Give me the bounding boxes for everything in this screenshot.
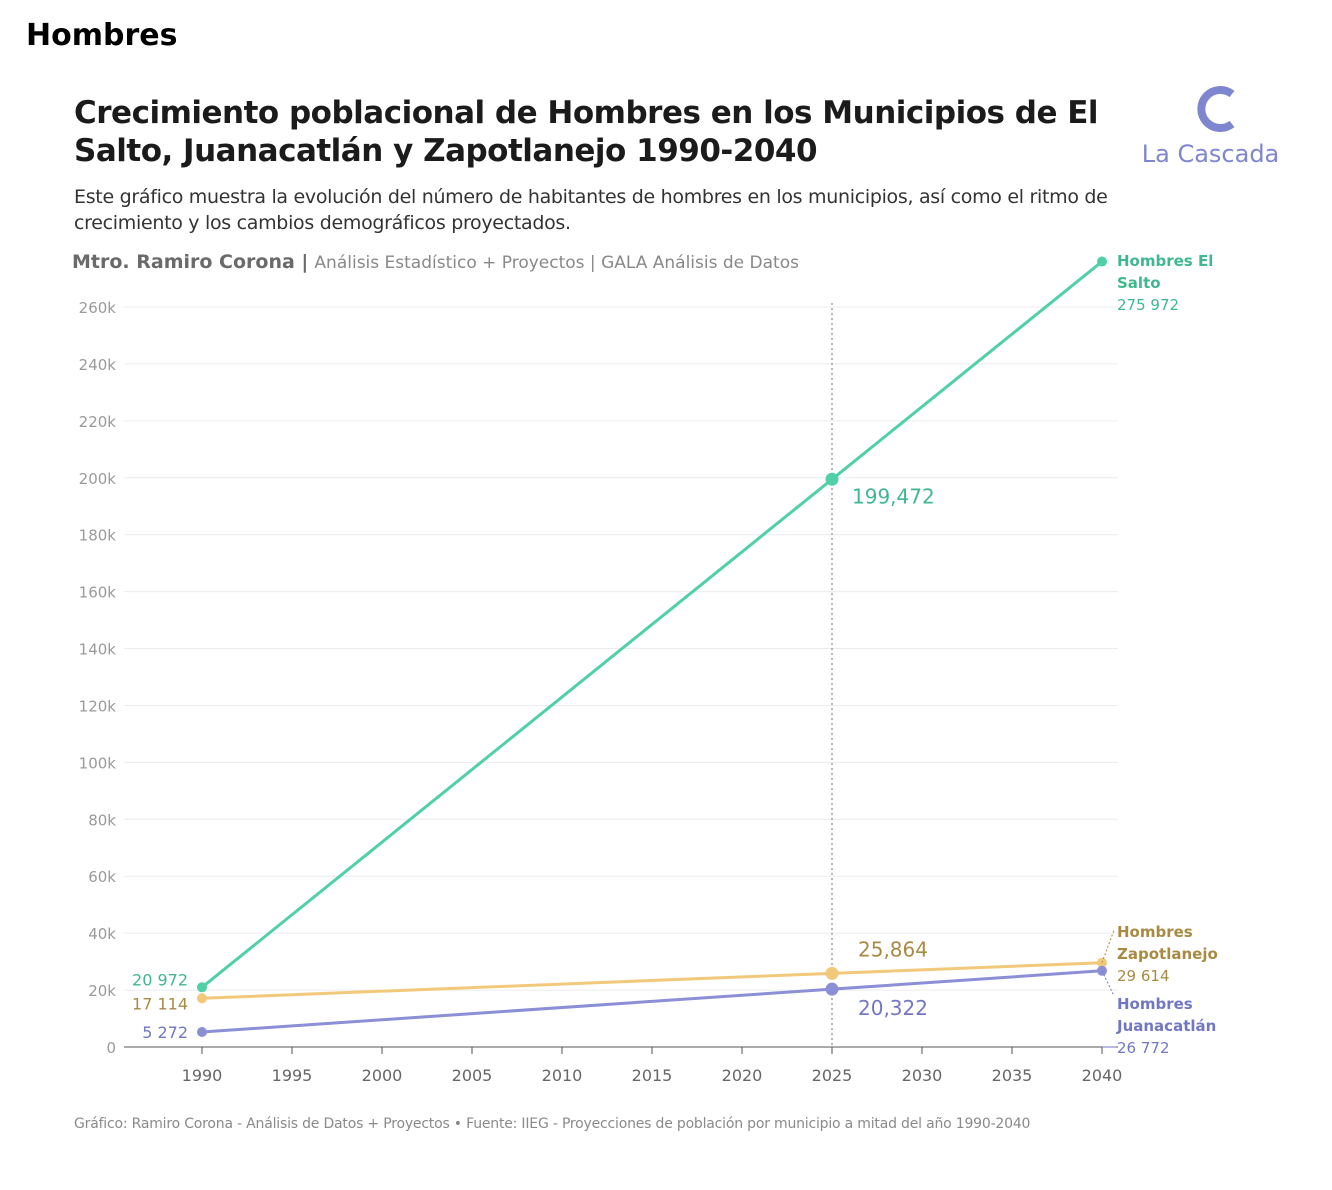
y-tick-label: 40k (88, 925, 116, 943)
y-tick-label: 180k (79, 527, 117, 545)
logo-text: La Cascada (1141, 140, 1280, 168)
data-point (825, 472, 839, 486)
chart-footer: Gráfico: Ramiro Corona - Análisis de Dat… (74, 1116, 1031, 1132)
data-point (197, 993, 207, 1004)
x-tick-label: 1990 (182, 1066, 223, 1085)
data-label: 29 614 (1117, 967, 1170, 985)
data-label: 20 972 (132, 970, 188, 989)
data-label: 20,322 (858, 996, 928, 1020)
byline: Mtro. Ramiro Corona | Análisis Estadísti… (72, 251, 799, 273)
y-tick-label: 0 (106, 1039, 116, 1057)
series-name-label: Zapotlanejo (1117, 945, 1218, 963)
la-cascada-logo-icon (1197, 86, 1235, 132)
data-label: 25,864 (858, 937, 928, 961)
x-tick-label: 2025 (812, 1066, 853, 1085)
chart-subtitle: Este gráfico muestra la evolución del nú… (74, 186, 1108, 234)
page-heading: Hombres (26, 18, 178, 53)
data-point (197, 982, 207, 993)
byline-rest: Análisis Estadístico + Proyectos | GALA … (314, 253, 799, 273)
data-label: 17 114 (132, 994, 188, 1013)
series-name-label: Salto (1117, 274, 1161, 292)
y-tick-label: 160k (79, 584, 117, 602)
series-name-label: Juanacatlán (1116, 1017, 1216, 1035)
series-line (201, 260, 1103, 989)
y-tick-label: 200k (79, 470, 117, 488)
y-tick-label: 20k (88, 982, 116, 1000)
data-label: 26 772 (1117, 1039, 1170, 1057)
chart-card: Crecimiento poblacional de Hombres en lo… (60, 80, 1300, 1170)
series-name-label: Hombres (1117, 923, 1193, 941)
data-point (825, 982, 839, 996)
data-label: 199,472 (852, 484, 935, 508)
y-tick-label: 140k (79, 641, 117, 659)
data-point (197, 1026, 207, 1037)
data-label: 5 272 (142, 1023, 188, 1042)
y-tick-label: 120k (79, 697, 117, 715)
byline-author: Mtro. Ramiro Corona | (72, 251, 309, 273)
x-tick-label: 2010 (542, 1066, 583, 1085)
y-tick-label: 220k (79, 413, 117, 431)
x-tick-label: 2020 (722, 1066, 763, 1085)
y-tick-label: 260k (79, 299, 117, 317)
x-tick-label: 2030 (902, 1066, 943, 1085)
x-tick-label: 2000 (362, 1066, 403, 1085)
series-name-label: Hombres (1117, 995, 1193, 1013)
y-tick-label: 100k (79, 754, 117, 772)
x-tick-label: 1995 (272, 1066, 313, 1085)
data-label: 275 972 (1117, 296, 1179, 314)
data-point (825, 966, 839, 980)
series-name-label: Hombres El (1117, 252, 1213, 270)
chart-title: Crecimiento poblacional de Hombres en lo… (74, 95, 1099, 169)
x-tick-label: 2005 (452, 1066, 493, 1085)
x-tick-label: 2040 (1082, 1066, 1123, 1085)
label-connector (1101, 929, 1115, 963)
y-tick-label: 240k (79, 356, 117, 374)
label-connector (1101, 970, 1115, 997)
data-point (1097, 256, 1107, 267)
y-tick-label: 80k (88, 811, 116, 829)
x-tick-label: 2035 (992, 1066, 1033, 1085)
x-tick-label: 2015 (632, 1066, 673, 1085)
y-tick-label: 60k (88, 868, 116, 886)
